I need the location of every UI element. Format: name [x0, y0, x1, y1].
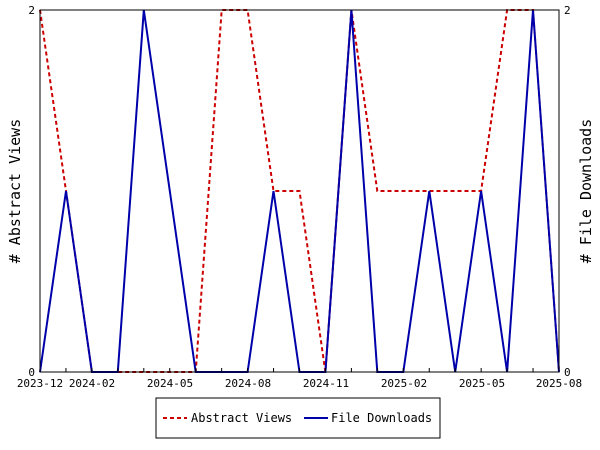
x-tick-label: 2024-11 — [303, 377, 349, 390]
x-tick-label: 2024-02 — [69, 377, 115, 390]
y-right-tick-label-top: 2 — [564, 4, 571, 17]
y-left-tick-label-top: 2 — [28, 4, 35, 17]
x-tick-label: 2025-05 — [459, 377, 505, 390]
x-tick-label: 2025-02 — [381, 377, 427, 390]
legend-box — [155, 397, 441, 439]
legend: Abstract Views File Downloads — [155, 397, 441, 439]
x-tick-label: 2024-05 — [147, 377, 193, 390]
y-right-tick-label-bottom: 0 — [564, 366, 571, 379]
y-right-axis-title: # File Downloads — [577, 119, 595, 264]
x-tick-label: 2023-12 — [17, 377, 63, 390]
ticks-layer — [39, 9, 560, 373]
x-tick-label: 2025-08 — [536, 377, 582, 390]
legend-label-file-downloads: File Downloads — [331, 411, 432, 425]
legend-label-abstract-views: Abstract Views — [191, 411, 292, 425]
y-left-tick-label-bottom: 0 — [28, 366, 35, 379]
y-left-axis-title: # Abstract Views — [6, 119, 24, 264]
x-tick-label: 2024-08 — [225, 377, 271, 390]
